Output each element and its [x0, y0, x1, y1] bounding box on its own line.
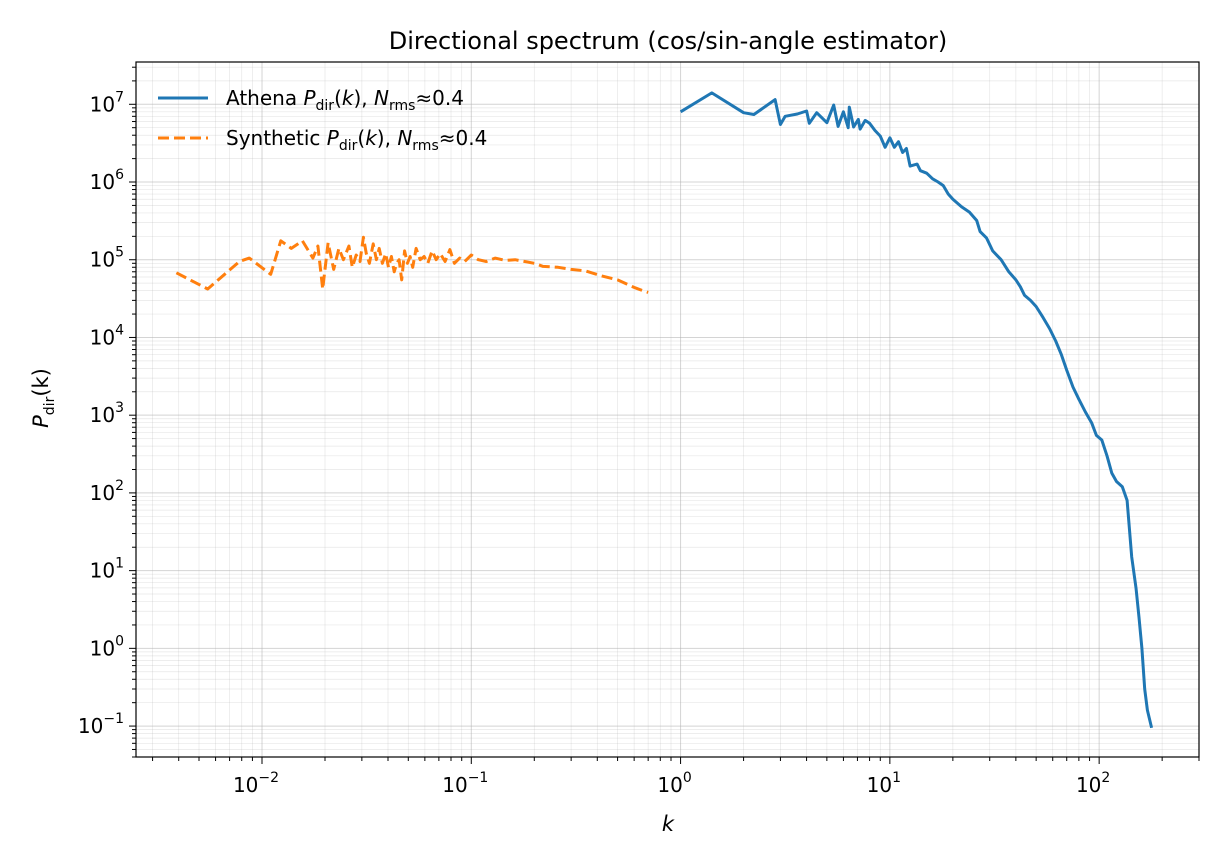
y-tick-base: 10	[90, 481, 115, 505]
y-axis-label-rest: (k)	[29, 368, 53, 397]
y-tick-base: 10	[78, 714, 103, 738]
legend-text-part: k	[342, 86, 355, 110]
legend-text-part: ),	[377, 126, 398, 150]
legend-text-part: rms	[412, 138, 438, 154]
y-tick-exponent: 2	[115, 478, 124, 494]
axes: 10−2 10−1 100 101 10210−11001011021031041051…	[78, 66, 1200, 797]
grid	[136, 62, 1200, 758]
y-tick-base: 10	[90, 636, 115, 660]
y-tick-label: 106	[90, 167, 124, 194]
x-tick-base: 10	[657, 773, 682, 797]
x-tick-base: 10	[233, 773, 258, 797]
x-tick-exponent: 2	[1101, 770, 1110, 786]
legend-text-part: Synthetic	[226, 126, 327, 150]
y-tick-base: 10	[90, 325, 115, 349]
legend-athena-label: Athena Pdir(k), Nrms≈0.4	[226, 86, 464, 114]
x-tick-base: 10	[442, 773, 467, 797]
y-tick-base: 10	[90, 170, 115, 194]
x-tick-exponent: −2	[258, 770, 279, 786]
y-tick-exponent: 4	[115, 322, 124, 338]
x-tick-exponent: 1	[892, 770, 901, 786]
y-tick-base: 10	[90, 403, 115, 427]
y-tick-base: 10	[90, 559, 115, 583]
legend-text-part: ≈0.4	[415, 86, 464, 110]
y-axis-label: Pdir(k)	[29, 368, 58, 428]
x-tick-exponent: −1	[468, 770, 489, 786]
y-tick-exponent: −1	[103, 711, 124, 727]
legend-synthetic-label: Synthetic Pdir(k), Nrms≈0.4	[226, 126, 487, 154]
legend-text-part: P	[303, 86, 316, 110]
y-tick-label: 10−1	[78, 711, 124, 738]
series-synthetic-line	[175, 235, 649, 294]
y-tick-label: 107	[90, 89, 124, 116]
y-tick-label: 103	[90, 400, 124, 427]
legend-text-part: k	[365, 126, 378, 150]
legend-text-part: (	[357, 126, 365, 150]
legend-text-part: (	[334, 86, 342, 110]
x-tick-base: 10	[1076, 773, 1101, 797]
x-tick-label: 10−2	[233, 770, 279, 797]
legend-text-part: dir	[339, 138, 358, 154]
y-tick-label: 104	[90, 322, 124, 349]
y-tick-exponent: 7	[115, 89, 124, 105]
plot-frame	[135, 61, 1200, 758]
y-tick-exponent: 5	[115, 245, 124, 261]
x-tick-label: 101	[867, 770, 901, 797]
legend-text-part: rms	[389, 98, 415, 114]
y-axis-label-symbol: P	[29, 415, 53, 428]
y-tick-base: 10	[90, 248, 115, 272]
y-tick-exponent: 3	[115, 400, 124, 416]
y-tick-label: 100	[90, 633, 124, 660]
y-axis-label-subscript: dir	[42, 396, 58, 415]
x-tick-label: 10−1	[442, 770, 488, 797]
y-tick-label: 101	[90, 556, 124, 583]
y-tick-exponent: 6	[115, 167, 124, 183]
x-tick-exponent: 0	[683, 770, 692, 786]
y-tick-label: 105	[90, 245, 124, 272]
legend-text-part: Athena	[226, 86, 303, 110]
y-tick-exponent: 1	[115, 556, 124, 572]
chart-title: Directional spectrum (cos/sin-angle esti…	[389, 27, 947, 55]
legend-text-part: P	[327, 126, 340, 150]
legend-text-part: N	[397, 126, 412, 150]
x-tick-label: 102	[1076, 770, 1110, 797]
y-tick-base: 10	[90, 92, 115, 116]
legend-text-part: ),	[353, 86, 374, 110]
legend-text-part: N	[374, 86, 389, 110]
series-athena-line	[679, 91, 1154, 729]
x-tick-base: 10	[867, 773, 892, 797]
legend-text-part: ≈0.4	[439, 126, 488, 150]
y-tick-exponent: 0	[115, 633, 124, 649]
x-tick-label: 100	[657, 770, 691, 797]
y-tick-label: 102	[90, 478, 124, 505]
legend-text-part: dir	[316, 98, 335, 114]
series-group	[175, 91, 1154, 729]
x-axis-label: k	[662, 812, 675, 836]
